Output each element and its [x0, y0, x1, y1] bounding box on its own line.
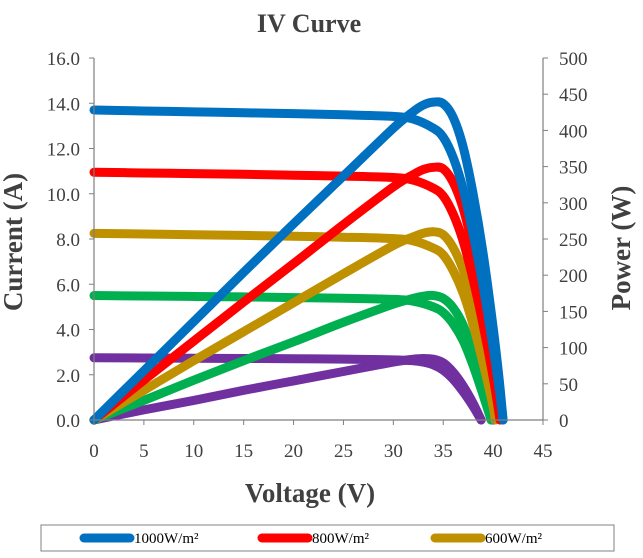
legend: 1000W/m² 800W/m² 600W/m² — [79, 531, 542, 547]
y2-tick-label: 150 — [559, 302, 588, 323]
x-tick-label: 45 — [534, 441, 553, 462]
pv-curve-600 — [89, 227, 500, 425]
y-tick-label: 12.0 — [47, 140, 80, 161]
plot-lines — [89, 97, 508, 425]
pv-curve-400 — [89, 290, 496, 425]
y2-tick-label: 500 — [559, 49, 588, 70]
y2-axis-label: Power (W) — [606, 186, 636, 311]
y2-tick-label: 50 — [559, 375, 578, 396]
x-tick-label: 20 — [284, 441, 303, 462]
y-tick-label: 10.0 — [47, 185, 80, 206]
y2-tick-label: 400 — [559, 121, 588, 142]
x-tick-label: 15 — [234, 441, 253, 462]
legend-label-800: 800W/m² — [312, 531, 369, 547]
legend-label-1000: 1000W/m² — [134, 531, 199, 547]
chart-title: IV Curve — [257, 9, 361, 38]
x-tick-label: 40 — [484, 441, 503, 462]
iv-curve-800 — [89, 167, 505, 425]
y2-tick-label: 0 — [559, 411, 569, 432]
x-ticks: 0 5 10 15 20 25 30 35 40 45 — [89, 420, 553, 462]
y-tick-label: 16.0 — [47, 49, 80, 70]
x-axis-label: Voltage (V) — [245, 478, 375, 508]
x-tick-label: 10 — [184, 441, 203, 462]
y2-tick-label: 450 — [559, 85, 588, 106]
y-ticks: 0.0 2.0 4.0 6.0 8.0 10.0 12.0 14.0 16.0 — [47, 49, 94, 432]
iv-curve-600 — [89, 228, 500, 425]
x-tick-label: 5 — [139, 441, 149, 462]
y-axis-label: Current (A) — [0, 173, 28, 311]
y-tick-label: 14.0 — [47, 94, 80, 115]
y2-tick-label: 200 — [559, 266, 588, 287]
legend-label-600: 600W/m² — [485, 531, 542, 547]
pv-curve-1000 — [89, 97, 508, 425]
iv-curve-1000 — [89, 105, 508, 425]
x-tick-label: 30 — [384, 441, 403, 462]
y-tick-label: 4.0 — [56, 321, 80, 342]
x-tick-label: 25 — [334, 441, 353, 462]
y2-tick-label: 350 — [559, 158, 588, 179]
y-tick-label: 8.0 — [56, 230, 80, 251]
y2-ticks: 0 50 100 150 200 250 300 350 400 450 500 — [543, 49, 588, 432]
y-tick-label: 0.0 — [56, 411, 80, 432]
iv-curve-400 — [89, 291, 496, 425]
iv-curve-200 — [89, 353, 486, 425]
y-tick-label: 6.0 — [56, 275, 80, 296]
y-tick-label: 2.0 — [56, 366, 80, 387]
x-tick-label: 35 — [434, 441, 453, 462]
y2-tick-label: 250 — [559, 230, 588, 251]
y2-tick-label: 300 — [559, 194, 588, 215]
legend-box — [40, 524, 615, 552]
x-tick-label: 0 — [89, 441, 99, 462]
y2-tick-label: 100 — [559, 339, 588, 360]
